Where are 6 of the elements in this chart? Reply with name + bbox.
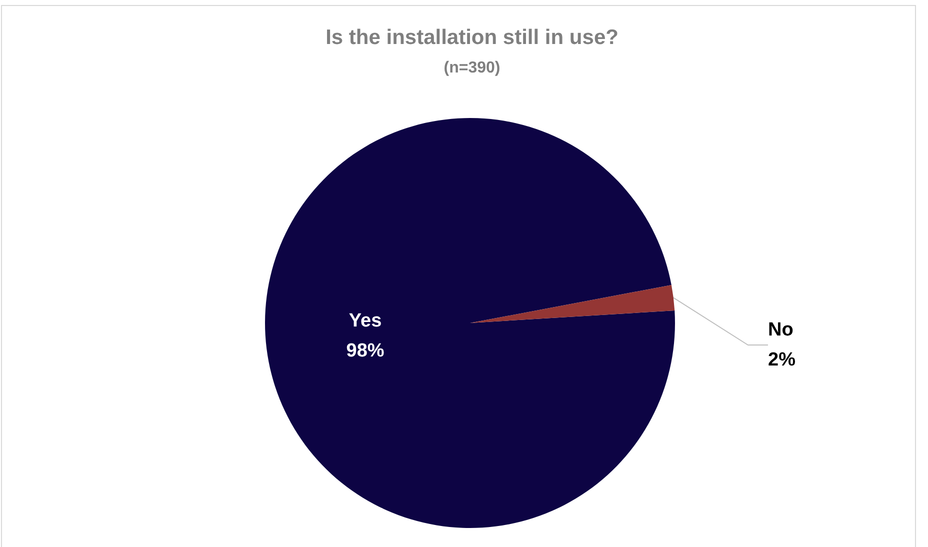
slice-label: Yes [348,310,382,332]
chart-subtitle: (n=390) [444,60,500,76]
chart-title: Is the installation still in use? [326,26,618,49]
data-label: 2% [768,350,796,370]
slice-label: No [768,320,794,340]
data-label: 98% [346,340,384,362]
